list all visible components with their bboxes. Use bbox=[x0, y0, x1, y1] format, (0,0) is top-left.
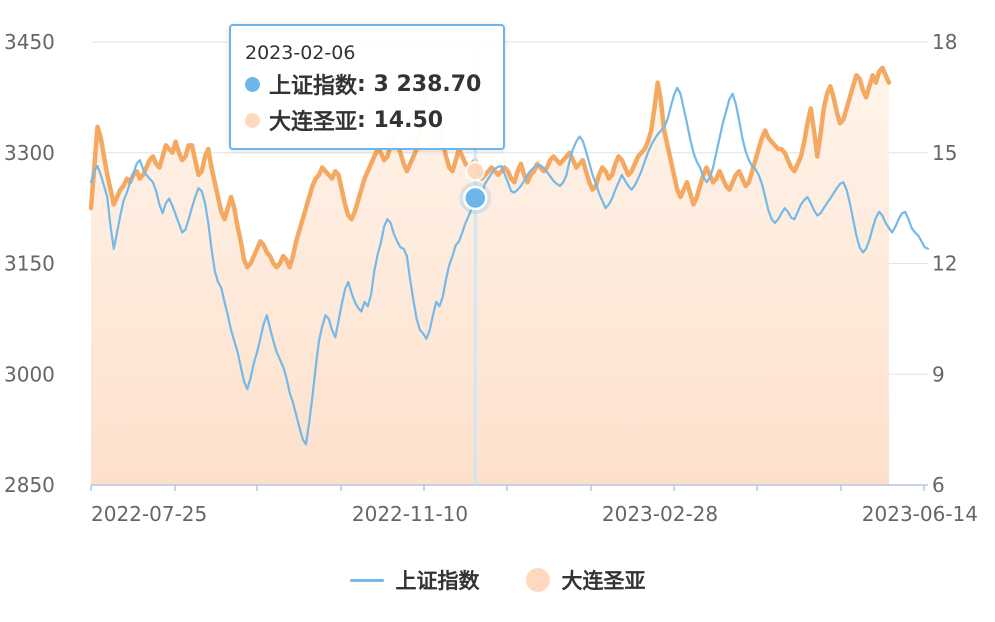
tooltip-dot-sse bbox=[245, 76, 260, 92]
y-right-tick-label: 6 bbox=[932, 473, 945, 497]
x-tick-label: 2023-02-28 bbox=[602, 502, 718, 526]
y-left-tick-label: 3450 bbox=[4, 30, 55, 54]
series-area-dlsy bbox=[91, 67, 889, 485]
y-right-tick-label: 9 bbox=[932, 362, 945, 386]
x-tick-label: 2022-11-10 bbox=[352, 502, 468, 526]
y-left-tick-label: 3150 bbox=[4, 252, 55, 276]
tooltip-value-dlsy: 14.50 bbox=[373, 107, 444, 133]
tooltip: 2023-02-06 上证指数: 3 238.70 大连圣亚: 14.50 bbox=[229, 24, 505, 150]
legend-label-sse: 上证指数 bbox=[395, 569, 480, 593]
series-line-dlsy bbox=[88, 65, 892, 270]
tooltip-row-sse: 上证指数: 3 238.70 bbox=[245, 68, 489, 100]
legend: 上证指数 大连圣亚 bbox=[0, 560, 995, 600]
x-axis: 2022-07-25 2022-11-10 2023-02-28 2023-06-14 bbox=[90, 484, 978, 526]
hover-marker-dlsy bbox=[465, 161, 486, 182]
tooltip-name-sse: 上证指数 bbox=[269, 74, 358, 99]
y-right-tick-label: 12 bbox=[932, 252, 957, 276]
tooltip-value-sse: 3 238.70 bbox=[373, 71, 482, 97]
y-left-tick-label: 2850 bbox=[4, 473, 55, 497]
y-left-tick-label: 3000 bbox=[4, 362, 55, 386]
series-line-sse bbox=[89, 86, 930, 446]
y-right-tick-label: 15 bbox=[932, 141, 957, 165]
x-tick-label: 2023-06-14 bbox=[862, 502, 978, 526]
y-right-tick-label: 18 bbox=[932, 30, 957, 54]
area-layer bbox=[91, 67, 889, 485]
tooltip-dot-dlsy bbox=[245, 112, 260, 128]
tooltip-name-dlsy: 大连圣亚 bbox=[269, 110, 358, 135]
tooltip-date: 2023-02-06 bbox=[245, 42, 356, 64]
x-tick-label: 2022-07-25 bbox=[91, 502, 207, 526]
legend-item-sse[interactable]: 上证指数 bbox=[349, 565, 480, 595]
hover-marker bbox=[463, 185, 488, 211]
legend-line-swatch bbox=[349, 578, 384, 582]
line-layer bbox=[88, 65, 930, 446]
tooltip-row-dlsy: 大连圣亚: 14.50 bbox=[245, 104, 489, 136]
y-left-tick-label: 3300 bbox=[4, 141, 55, 165]
y-right-axis: 6 9 12 15 18 bbox=[932, 30, 957, 497]
legend-item-dlsy[interactable]: 大连圣亚 bbox=[525, 565, 646, 595]
y-left-axis: 2850 3000 3150 3300 3450 bbox=[4, 30, 55, 497]
legend-dot-swatch bbox=[525, 568, 550, 592]
legend-label-dlsy: 大连圣亚 bbox=[561, 569, 646, 593]
